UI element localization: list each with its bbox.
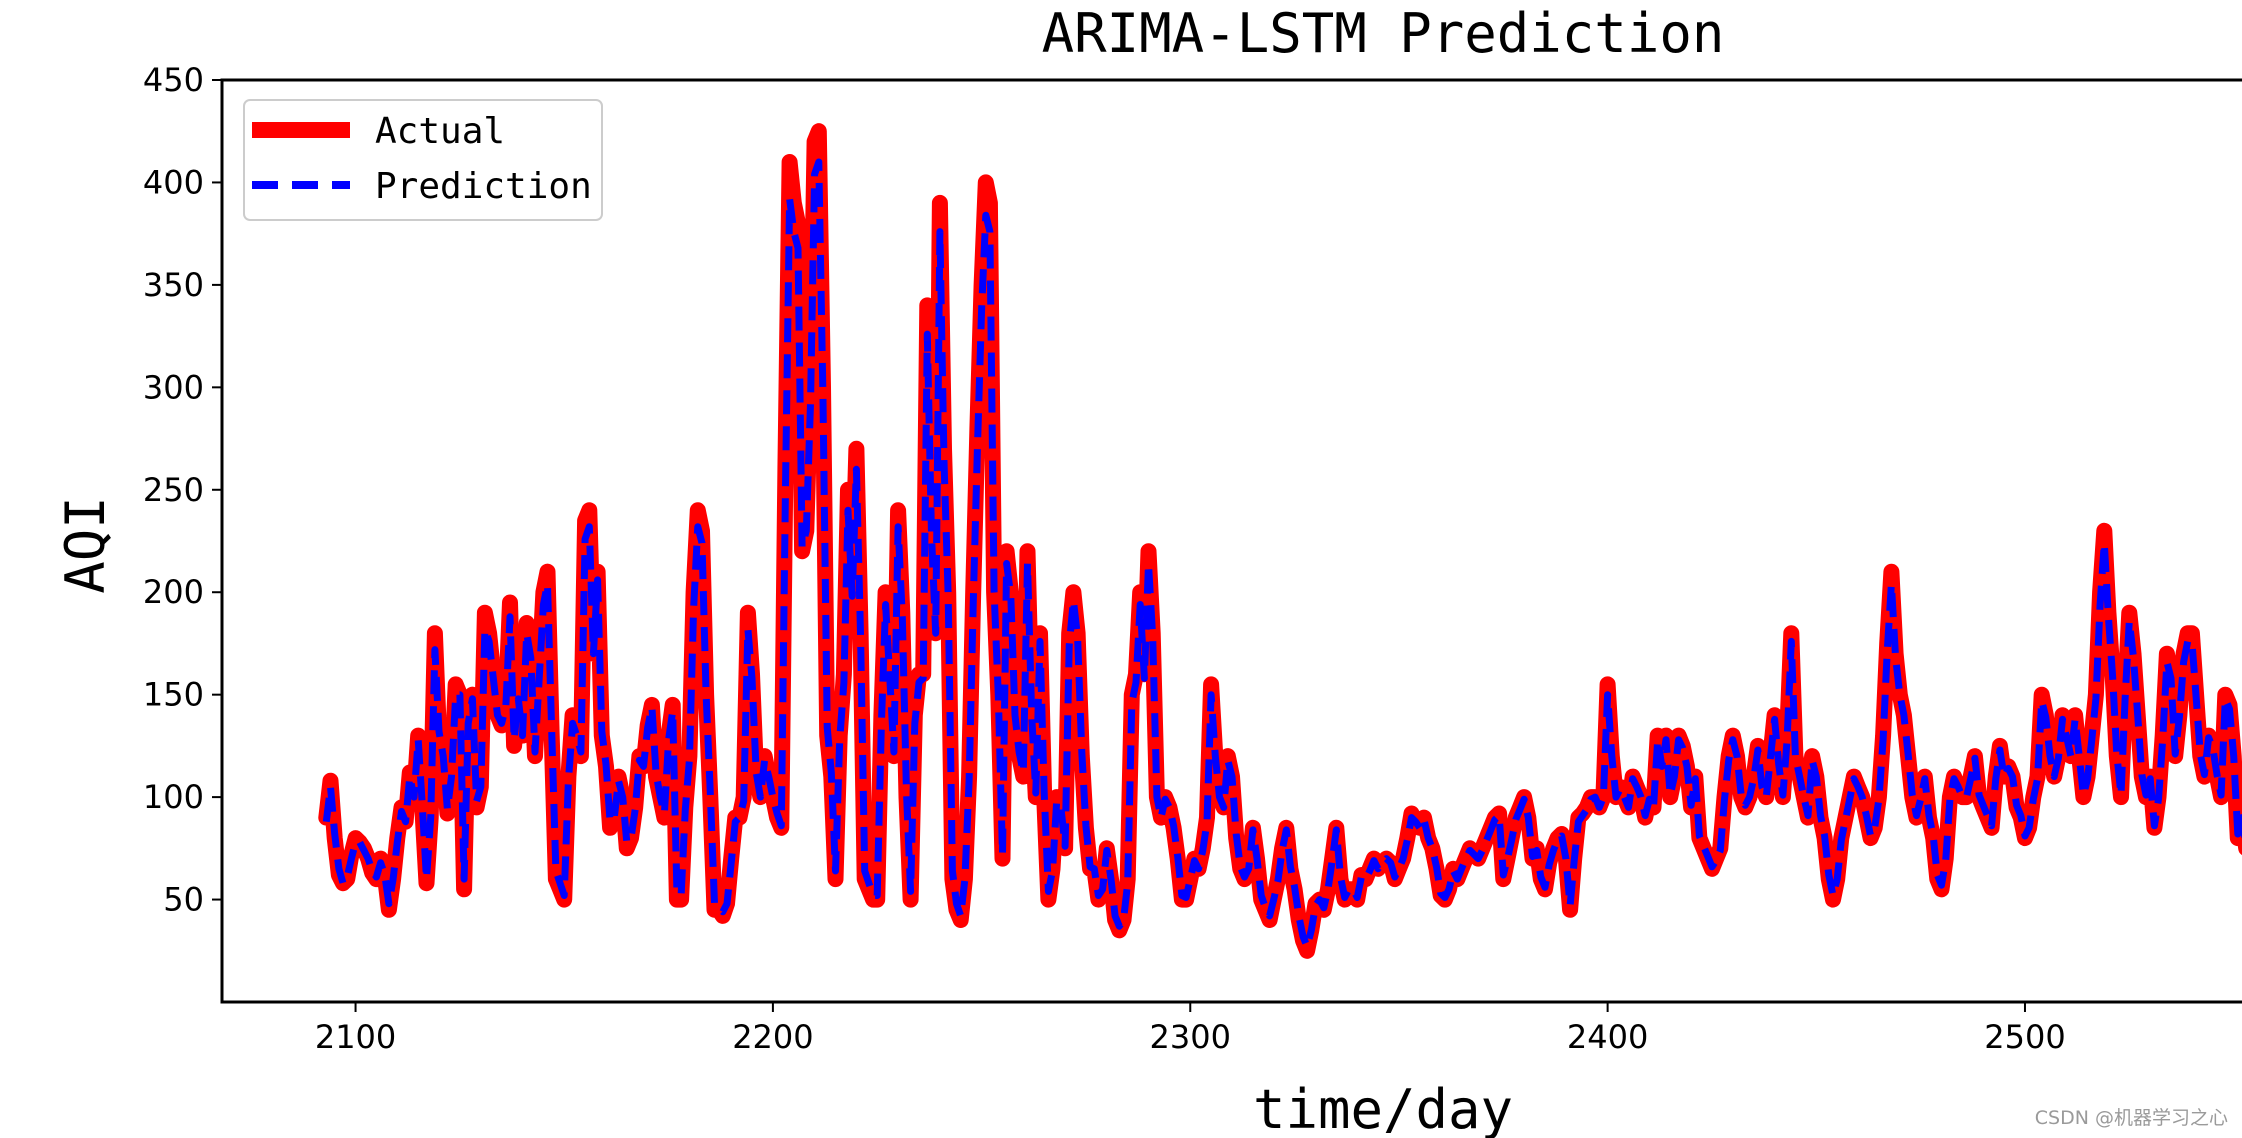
series-layer	[318, 123, 2242, 959]
legend: Actual Prediction	[243, 99, 603, 221]
y-axis-title: AQI	[54, 496, 117, 594]
y-tick-label: 150	[143, 676, 204, 714]
x-tick-label: 2400	[1567, 1018, 1648, 1056]
y-tick-label: 350	[143, 266, 204, 304]
chart-title: ARIMA-LSTM Prediction	[1042, 2, 1725, 65]
legend-label-prediction: Prediction	[375, 166, 592, 207]
x-axis-title: time/day	[1253, 1078, 1513, 1138]
y-tick-label: 50	[163, 881, 204, 919]
legend-label-actual: Actual	[375, 111, 505, 152]
y-tick-label: 300	[143, 368, 204, 406]
y-tick-label: 400	[143, 163, 204, 201]
y-axis: 50 100 150 200 250 300 350 400 450	[143, 61, 222, 919]
x-axis: 2100 2200 2300 2400 2500	[315, 1002, 2066, 1056]
y-tick-label: 200	[143, 573, 204, 611]
y-tick-label: 450	[143, 61, 204, 99]
x-tick-label: 2300	[1150, 1018, 1231, 1056]
x-tick-label: 2500	[1984, 1018, 2065, 1056]
y-tick-label: 250	[143, 471, 204, 509]
x-tick-label: 2100	[315, 1018, 396, 1056]
x-tick-label: 2200	[732, 1018, 813, 1056]
series-line-prediction	[322, 158, 2242, 951]
y-tick-label: 100	[143, 778, 204, 816]
watermark: CSDN @机器学习之心	[2034, 1107, 2228, 1129]
plot-frame	[220, 78, 2242, 1004]
